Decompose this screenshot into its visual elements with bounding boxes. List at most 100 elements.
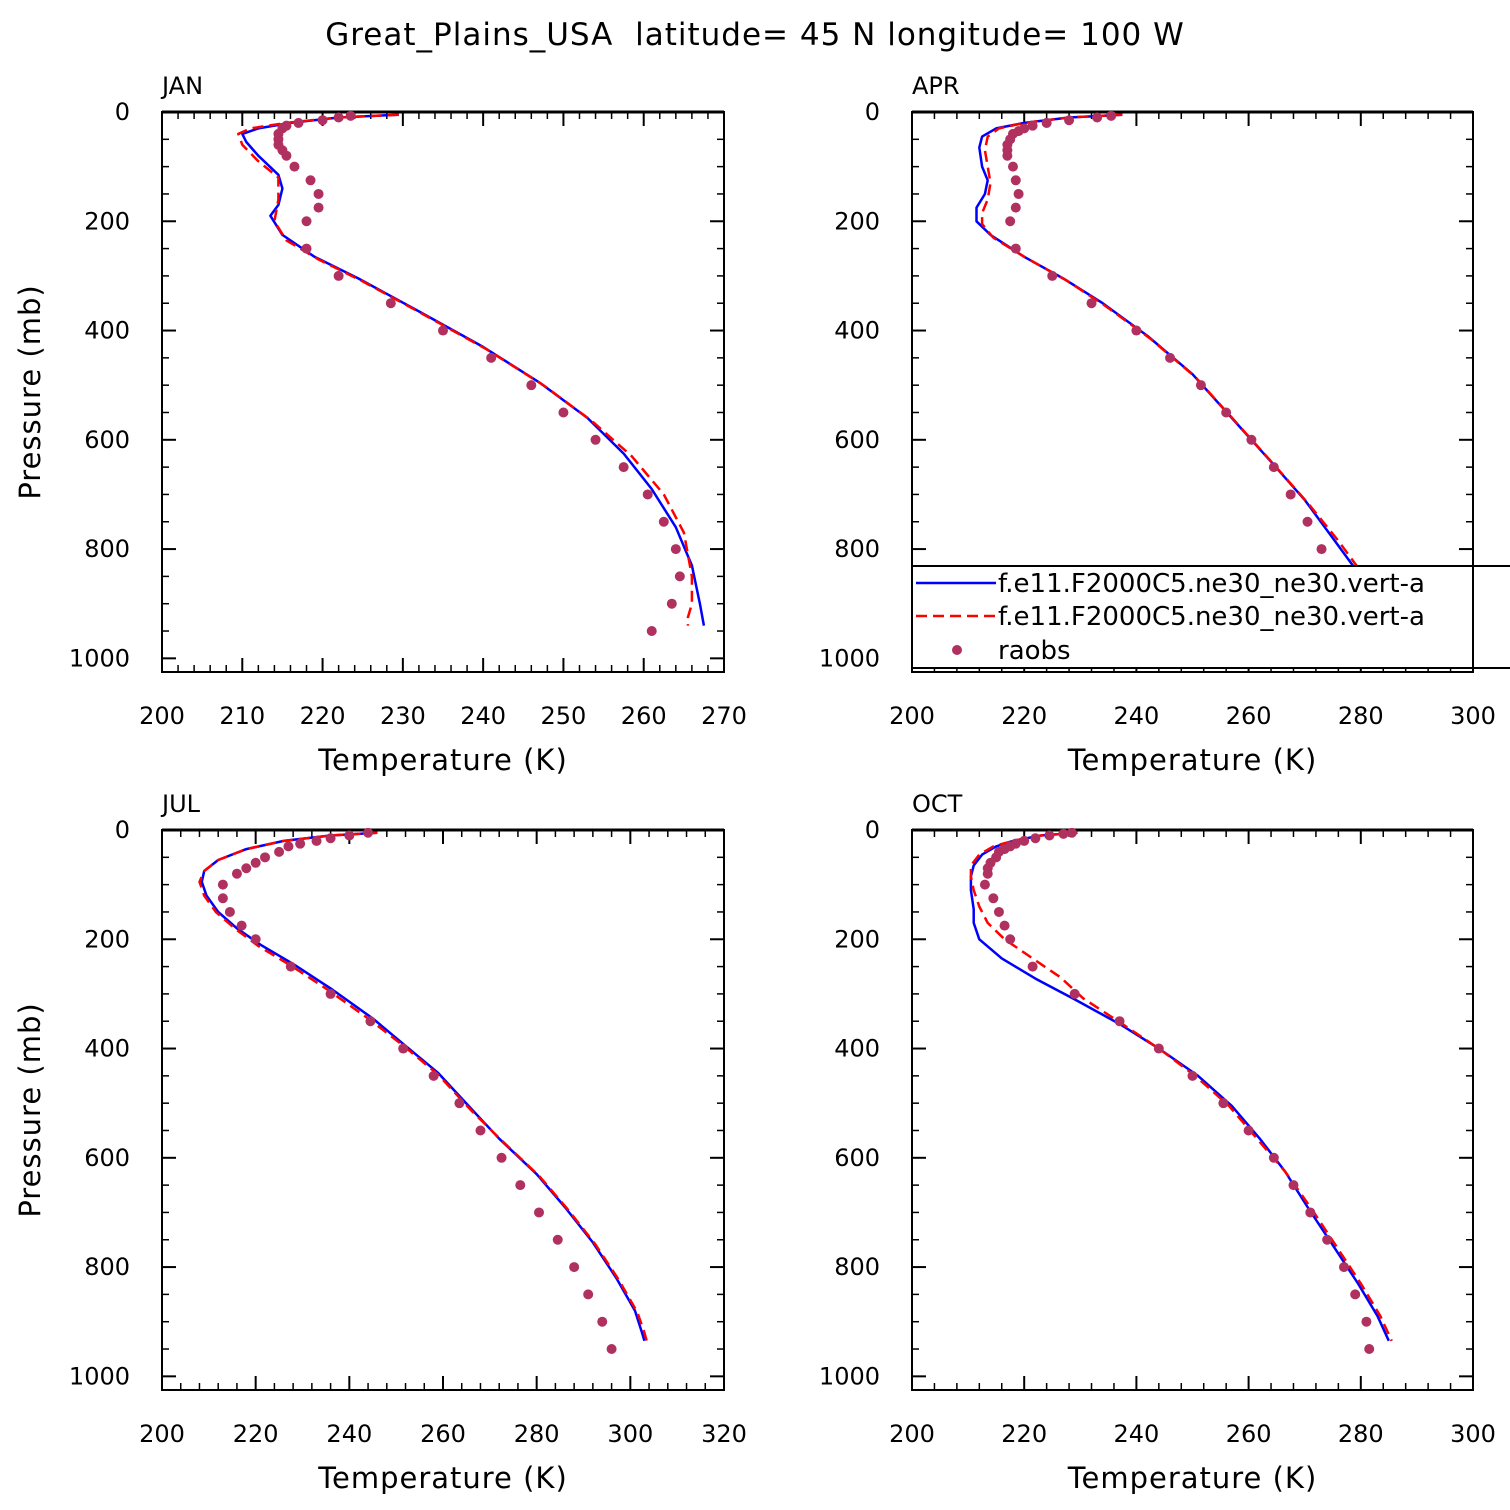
y-axis-label: Pressure (mb) [13, 1002, 47, 1217]
y-tick-label: 1000 [69, 644, 130, 672]
raobs-point [1114, 1016, 1125, 1027]
y-tick-label: 0 [865, 816, 880, 844]
raobs-point [1007, 161, 1018, 172]
data-area [975, 110, 1393, 637]
legend-marker-dots [952, 645, 962, 655]
model-line-dashed [969, 831, 1393, 1342]
x-tick-label: 250 [541, 702, 587, 730]
y-tick-label: 800 [834, 535, 880, 563]
raobs-point [552, 1234, 563, 1245]
raobs-point [1010, 202, 1021, 213]
model-line-solid [975, 113, 1390, 629]
raobs-point [301, 216, 312, 227]
raobs-point [241, 863, 252, 874]
raobs-point [1338, 1262, 1349, 1273]
x-tick-label: 300 [607, 1420, 653, 1448]
raobs-point [285, 961, 296, 972]
raobs-point [583, 1289, 594, 1300]
legend-label: f.e11.F2000C5.ne30_ne30.vert-a [998, 602, 1425, 632]
x-tick-label: 280 [514, 1420, 560, 1448]
x-axis-label: Temperature (K) [317, 1461, 568, 1495]
y-tick-label: 1000 [69, 1362, 130, 1390]
raobs-point [988, 893, 999, 904]
y-tick-label: 200 [84, 207, 130, 235]
y-tick-label: 600 [84, 1144, 130, 1172]
raobs-point [1058, 828, 1069, 839]
raobs-point [1002, 150, 1013, 161]
raobs-point [1195, 380, 1206, 391]
y-tick-label: 800 [834, 1253, 880, 1281]
raobs-point [1047, 270, 1058, 281]
figure-title: Great_Plains_USA latitude= 45 N longitud… [325, 17, 1185, 53]
x-axis-label: Temperature (K) [1067, 1461, 1318, 1495]
raobs-point [250, 934, 261, 945]
x-tick-label: 240 [1113, 1420, 1159, 1448]
raobs-point [1030, 833, 1041, 844]
x-tick-label: 260 [1226, 702, 1272, 730]
legend: f.e11.F2000C5.ne30_ne30.vert-af.e11.F200… [911, 565, 1510, 669]
model-line-solid [969, 831, 1390, 1342]
x-tick-label: 260 [420, 1420, 466, 1448]
raobs-point [1221, 407, 1232, 418]
legend-label: raobs [998, 636, 1071, 666]
raobs-point [333, 270, 344, 281]
y-tick-label: 0 [865, 98, 880, 126]
x-axis-label: Temperature (K) [1067, 743, 1318, 777]
raobs-point [666, 598, 677, 609]
panel-title: JUL [160, 790, 201, 818]
raobs-point [260, 852, 271, 863]
raobs-point [305, 175, 316, 186]
y-tick-label: 200 [834, 207, 880, 235]
raobs-point [224, 906, 235, 917]
raobs-point [325, 988, 336, 999]
raobs-point [1010, 243, 1021, 254]
raobs-point [646, 626, 657, 637]
raobs-point [281, 150, 292, 161]
raobs-point [313, 202, 324, 213]
raobs-point [496, 1152, 507, 1163]
raobs-point [289, 161, 300, 172]
model-line-solid [241, 113, 706, 626]
raobs-point [1316, 544, 1327, 555]
panel-title: OCT [912, 790, 963, 818]
raobs-point [363, 828, 374, 838]
raobs-point [1350, 1289, 1361, 1300]
panel-title: JAN [160, 72, 203, 100]
x-tick-label: 220 [1001, 702, 1047, 730]
y-tick-label: 400 [834, 1035, 880, 1063]
x-tick-label: 200 [889, 702, 935, 730]
raobs-point [313, 188, 324, 199]
model-line-dashed [237, 113, 694, 626]
raobs-point [1027, 961, 1038, 972]
raobs-point [217, 879, 228, 890]
y-tick-label: 400 [84, 317, 130, 345]
raobs-point [317, 115, 328, 126]
y-tick-label: 600 [834, 1144, 880, 1172]
raobs-point [1268, 1152, 1279, 1163]
x-tick-label: 200 [139, 1420, 185, 1448]
y-tick-label: 0 [115, 98, 130, 126]
raobs-point [1092, 112, 1103, 123]
raobs-point [345, 110, 356, 121]
raobs-point [526, 380, 537, 391]
x-tick-label: 240 [1113, 702, 1159, 730]
x-tick-label: 210 [219, 702, 265, 730]
x-tick-label: 220 [1001, 1420, 1047, 1448]
x-tick-label: 280 [1338, 1420, 1384, 1448]
raobs-point [1044, 830, 1055, 841]
raobs-point [597, 1316, 608, 1327]
panel-title: APR [912, 72, 960, 100]
panel-jan: JAN 200 210 220 230 240 250 260 270 0 200 400 600 800… [13, 72, 747, 777]
y-tick-label: 600 [84, 426, 130, 454]
raobs-point [642, 489, 653, 500]
y-tick-label: 1000 [819, 644, 880, 672]
raobs-point [293, 117, 304, 128]
model-line-dashed [980, 113, 1393, 629]
raobs-point [1243, 1125, 1254, 1136]
y-axis-label: Pressure (mb) [13, 284, 47, 499]
raobs-point [1165, 352, 1176, 363]
raobs-point [1364, 1344, 1375, 1355]
raobs-point [428, 1070, 439, 1081]
raobs-point [1005, 216, 1016, 227]
